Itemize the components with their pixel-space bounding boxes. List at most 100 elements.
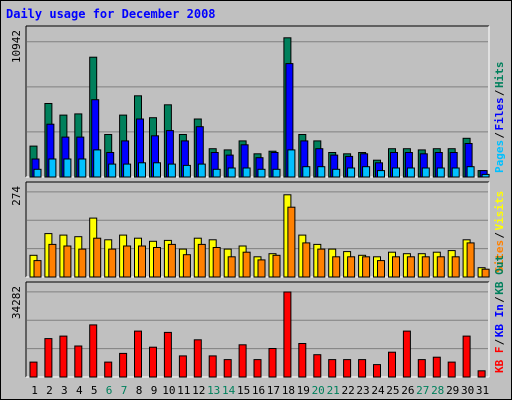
bar-kb-f-day-22 (343, 359, 352, 378)
bar-sites-day-20 (317, 248, 326, 278)
bar-kb-f-day-13 (208, 355, 217, 378)
bar-pages-day-31 (481, 173, 490, 178)
bar-sites-day-3 (63, 245, 72, 278)
bar-sites-day-4 (78, 248, 87, 278)
day-label-19: 19 (297, 384, 310, 397)
legend-separator: / (493, 232, 506, 239)
bar-pages-day-30 (466, 166, 475, 178)
bar-kb-f-day-20 (313, 354, 322, 378)
bar-pages-day-13 (212, 168, 221, 178)
bar-kb-f-day-18 (283, 291, 292, 378)
bar-kb-f-day-1 (29, 361, 38, 378)
bar-pages-day-10 (167, 163, 176, 178)
bar-kb-f-day-17 (268, 348, 277, 378)
bar-pages-day-25 (392, 167, 400, 178)
bar-pages-day-4 (78, 158, 87, 178)
bar-sites-day-26 (406, 256, 415, 278)
day-label-7: 7 (121, 384, 128, 397)
bar-sites-day-14 (227, 256, 236, 278)
day-label-8: 8 (136, 384, 143, 397)
day-label-9: 9 (151, 384, 158, 397)
bar-sites-day-7 (123, 245, 132, 278)
bar-sites-day-16 (257, 259, 266, 278)
bar-kb-f-day-21 (328, 359, 337, 378)
bar-pages-day-15 (242, 167, 251, 178)
bar-sites-day-24 (377, 260, 385, 278)
day-label-22: 22 (341, 384, 354, 397)
bar-pages-day-18 (287, 149, 296, 178)
legend-kb-f: KB F (493, 347, 506, 374)
day-label-1: 1 (31, 384, 38, 397)
bar-pages-day-6 (108, 163, 117, 178)
bar-kb-f-day-23 (358, 359, 367, 378)
bar-kb-f-day-7 (119, 352, 128, 378)
day-label-14: 14 (222, 384, 236, 397)
bar-kb-f-day-10 (163, 331, 172, 378)
bar-kb-f-day-29 (447, 361, 456, 378)
legend-separator: / (493, 132, 506, 139)
bar-pages-day-7 (123, 163, 132, 178)
day-label-11: 11 (177, 384, 190, 397)
bar-kb-f-day-15 (238, 344, 247, 378)
bar-sites-day-31 (481, 268, 490, 278)
bar-kb-f-day-5 (89, 324, 98, 378)
bar-pages-day-5 (93, 149, 102, 178)
day-label-31: 31 (476, 384, 489, 397)
bar-sites-day-27 (421, 256, 430, 278)
bar-sites-day-17 (272, 254, 281, 278)
bar-kb-f-day-16 (253, 359, 262, 378)
legend-sites: Sites (493, 240, 506, 273)
bar-pages-day-2 (48, 158, 57, 178)
y-axis-max-label: 274 (10, 186, 23, 206)
bar-pages-day-11 (182, 164, 191, 178)
bar-kb-f-day-14 (223, 359, 232, 378)
bar-pages-day-16 (257, 168, 266, 178)
bar-pages-day-19 (302, 166, 311, 178)
bar-sites-day-6 (108, 248, 117, 278)
bar-kb-f-day-8 (134, 330, 142, 378)
day-label-15: 15 (237, 384, 250, 397)
day-label-4: 4 (76, 384, 83, 397)
bar-sites-day-2 (48, 243, 57, 278)
bar-sites-day-5 (93, 237, 102, 278)
bar-sites-day-28 (436, 256, 445, 278)
day-label-2: 2 (46, 384, 53, 397)
bar-pages-day-14 (227, 167, 236, 178)
bar-pages-day-3 (63, 158, 72, 178)
day-label-5: 5 (91, 384, 98, 397)
day-label-30: 30 (461, 384, 474, 397)
bar-kb-f-day-31 (477, 370, 486, 378)
legend-separator: / (493, 339, 506, 346)
bar-kb-f-day-28 (432, 356, 441, 378)
bar-pages-day-22 (347, 167, 356, 178)
legend-pages: Pages (493, 140, 506, 173)
day-label-21: 21 (327, 384, 340, 397)
bar-kb-f-day-6 (104, 361, 113, 378)
bar-sites-day-15 (242, 251, 251, 278)
bar-kb-f-day-25 (388, 351, 396, 378)
bar-kb-f-day-4 (74, 345, 83, 378)
bar-sites-day-12 (197, 243, 206, 278)
bar-sites-day-13 (212, 247, 221, 278)
bar-kb-f-day-11 (178, 355, 187, 378)
day-label-13: 13 (207, 384, 220, 397)
bar-kb-f-day-27 (417, 359, 426, 378)
bar-pages-day-1 (33, 168, 42, 178)
bar-kb-f-day-19 (298, 343, 307, 378)
y-axis-max-label: 10942 (10, 30, 23, 63)
day-label-6: 6 (106, 384, 113, 397)
day-label-18: 18 (282, 384, 295, 397)
day-label-24: 24 (371, 384, 385, 397)
bar-sites-day-18 (287, 206, 296, 278)
bar-pages-day-17 (272, 168, 281, 178)
bar-pages-day-20 (317, 166, 326, 178)
bar-sites-day-8 (138, 245, 146, 278)
bar-sites-day-11 (182, 254, 191, 278)
bar-sites-day-1 (33, 260, 42, 278)
bar-pages-day-9 (153, 162, 161, 178)
y-axis-max-label: 34282 (10, 286, 23, 319)
